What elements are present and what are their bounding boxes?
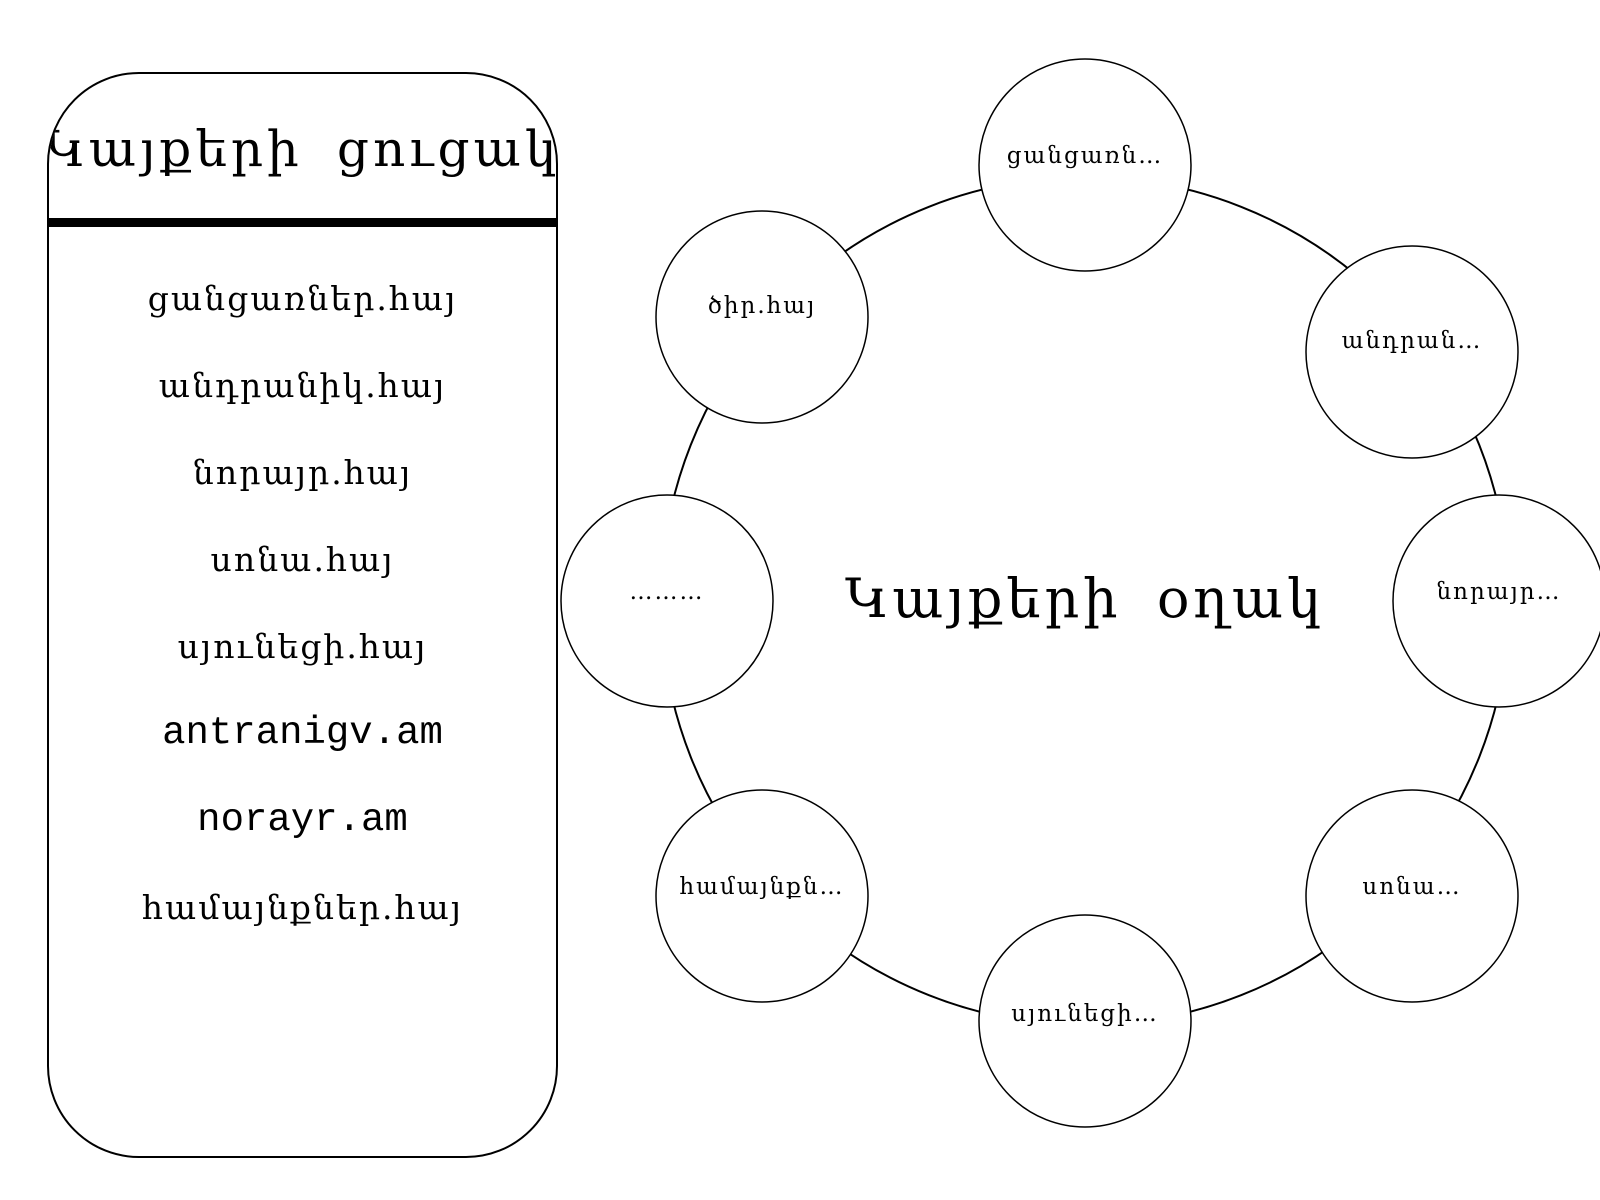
webring-node[interactable]: համայնքն… xyxy=(655,789,869,1003)
site-list: ցանցառներ.հայ անդրանիկ.հայ նորայր.հայ սո… xyxy=(49,227,556,951)
webring-node[interactable]: սոնա… xyxy=(1305,789,1519,1003)
webring-node-label: ցանցառն… xyxy=(1007,143,1164,169)
site-list-item[interactable]: սյունեցի.հայ xyxy=(177,627,428,666)
webring-node-label: համայնքն… xyxy=(679,874,844,900)
webring-node-circle[interactable] xyxy=(1392,494,1600,708)
site-list-item[interactable]: antranigv.am xyxy=(162,711,443,755)
site-list-panel: Կայքերի ցուցակ ցանցառներ.հայ անդրանիկ.հա… xyxy=(47,72,558,1158)
site-list-item[interactable]: նորայր.հայ xyxy=(192,453,413,492)
webring-node[interactable]: անդրան… xyxy=(1305,245,1519,459)
webring-node-circle[interactable] xyxy=(655,789,869,1003)
webring-center-label: Կայքերի օղակ xyxy=(845,567,1325,630)
webring-node[interactable]: նորայր… xyxy=(1392,494,1600,708)
site-list-item[interactable]: norayr.am xyxy=(197,798,408,842)
webring-node-label: անդրան… xyxy=(1342,328,1483,354)
site-list-header: Կայքերի ցուցակ xyxy=(49,74,556,227)
webring-node-circle[interactable] xyxy=(978,914,1192,1128)
site-list-item[interactable]: անդրանիկ.հայ xyxy=(158,366,447,405)
webring-node-circle[interactable] xyxy=(560,494,774,708)
site-list-title: Կայքերի ցուցակ xyxy=(47,120,558,178)
webring-node-label: ……… xyxy=(630,579,705,605)
site-list-item[interactable]: սոնա.հայ xyxy=(210,540,395,579)
webring-node[interactable]: ……… xyxy=(560,494,774,708)
site-list-item[interactable]: ցանցառներ.հայ xyxy=(147,279,458,318)
site-list-item[interactable]: համայնքներ.հայ xyxy=(142,888,463,927)
webring-node-circle[interactable] xyxy=(655,210,869,424)
webring-node-label: սոնա… xyxy=(1362,874,1461,900)
webring-node-circle[interactable] xyxy=(978,58,1192,272)
webring-node[interactable]: ծիր.հայ xyxy=(655,210,869,424)
webring-node-label: սյունեցի… xyxy=(1011,1001,1158,1027)
webring-node[interactable]: ցանցառն… xyxy=(978,58,1192,272)
webring-node-label: նորայր… xyxy=(1436,579,1561,605)
webring-node-circle[interactable] xyxy=(1305,789,1519,1003)
webring-node-label: ծիր.հայ xyxy=(708,293,816,319)
webring-node[interactable]: սյունեցի… xyxy=(978,914,1192,1128)
webring-node-circle[interactable] xyxy=(1305,245,1519,459)
